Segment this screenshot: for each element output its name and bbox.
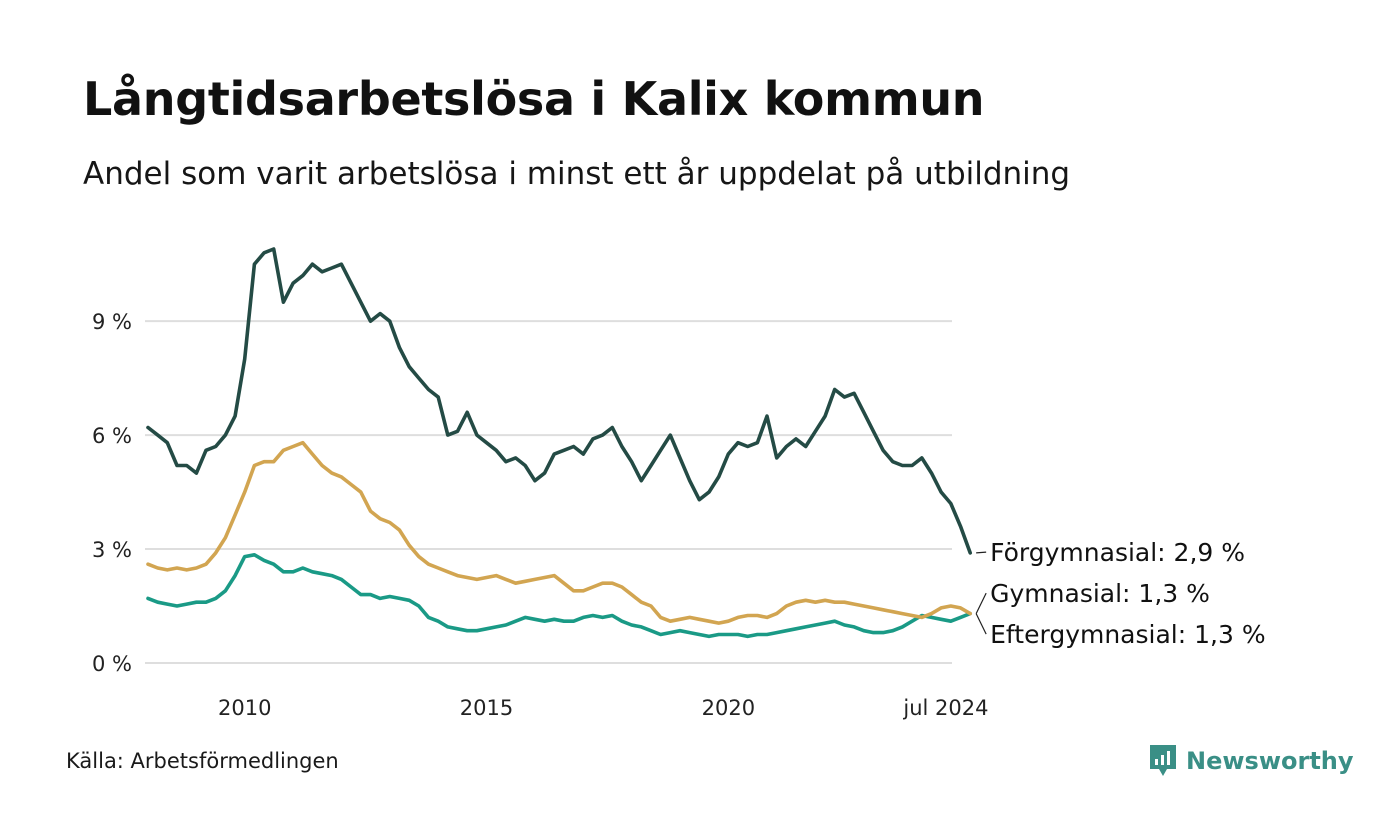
y-tick-label: 9 % — [92, 310, 132, 334]
series-line-forgymnasial — [146, 247, 973, 555]
series-end-label: Förgymnasial: 2,9 % — [990, 538, 1245, 567]
brand-logo[interactable]: Newsworthy — [1148, 743, 1354, 779]
chart-subtitle: Andel som varit arbetslösa i minst ett å… — [83, 156, 1071, 192]
x-axis-ticks: 2010 2015 2020 jul 2024 — [218, 696, 989, 720]
x-tick-label: 2010 — [218, 696, 271, 720]
source-note: Källa: Arbetsförmedlingen — [66, 749, 339, 773]
x-tick-label: 2020 — [702, 696, 755, 720]
x-tick-label: 2015 — [460, 696, 513, 720]
series-end-label: Eftergymnasial: 1,3 % — [990, 620, 1265, 649]
gridlines — [145, 320, 952, 664]
label-leader-line — [975, 613, 987, 635]
series-end-labels: Förgymnasial: 2,9 % Gymnasial: 1,3 % Efter… — [975, 538, 1266, 649]
label-leader-line — [976, 551, 987, 554]
chart-title: Långtidsarbetslösa i Kalix kommun — [83, 72, 985, 126]
label-leader-line — [975, 592, 987, 614]
newsworthy-logo-icon — [1150, 745, 1176, 776]
y-tick-label: 6 % — [92, 424, 132, 448]
brand-name: Newsworthy — [1186, 747, 1354, 775]
series-line-gymnasial — [146, 552, 973, 639]
y-tick-label: 3 % — [92, 538, 132, 562]
series-end-label: Gymnasial: 1,3 % — [990, 579, 1210, 608]
y-axis-ticks: 0 % 3 % 6 % 9 % — [92, 310, 132, 676]
y-tick-label: 0 % — [92, 652, 132, 676]
series-line-eftergymnasial — [146, 440, 973, 625]
series-lines — [146, 247, 973, 639]
x-tick-label: jul 2024 — [902, 696, 988, 720]
